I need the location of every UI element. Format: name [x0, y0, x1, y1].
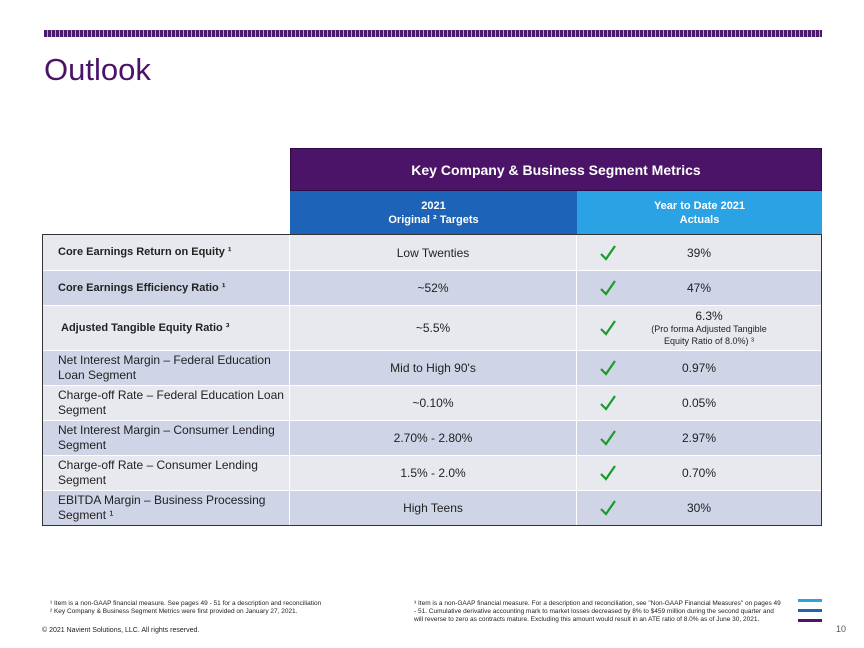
page-title: Outlook — [44, 52, 151, 87]
metric-name: Charge-off Rate – Consumer Lending Segme… — [43, 456, 290, 490]
table-header: Key Company & Business Segment Metrics — [290, 148, 822, 191]
target-value: Mid to High 90's — [290, 351, 577, 385]
table-row: Net Interest Margin – Federal Education … — [43, 350, 821, 385]
actual-cell: 30% — [577, 491, 821, 525]
actual-value: 39% — [686, 245, 712, 260]
actual-note: (Pro forma Adjusted Tangible Equity Rati… — [651, 324, 767, 346]
column-header-actuals-label: Actuals — [679, 213, 720, 226]
navient-stripes-icon — [798, 599, 822, 629]
table-row: Core Earnings Efficiency Ratio ¹ ~52% 47… — [43, 270, 821, 305]
column-header-actuals-year: Year to Date 2021 — [653, 199, 746, 212]
checkmark-icon — [600, 360, 616, 376]
column-header-targets: 2021 Original ² Targets — [290, 191, 577, 234]
actual-cell: 6.3% (Pro forma Adjusted Tangible Equity… — [577, 306, 821, 350]
metric-name: Net Interest Margin – Consumer Lending S… — [43, 421, 290, 455]
actual-value: 30% — [686, 501, 712, 515]
actual-cell: 2.97% — [577, 421, 821, 455]
actual-value: 0.70% — [681, 466, 717, 480]
actual-value: 0.97% — [681, 361, 717, 375]
footnote-1: ¹ Item is a non-GAAP financial measure. … — [50, 600, 322, 607]
column-header-targets-year: 2021 — [421, 199, 446, 212]
target-value: ~0.10% — [290, 386, 577, 420]
copyright-text: © 2021 Navient Solutions, LLC. All right… — [42, 627, 200, 634]
metric-name: EBITDA Margin – Business Processing Segm… — [43, 491, 290, 525]
column-header-actuals: Year to Date 2021 Actuals — [577, 191, 822, 234]
table-row: Charge-off Rate – Federal Education Loan… — [43, 385, 821, 420]
table-row: Net Interest Margin – Consumer Lending S… — [43, 420, 821, 455]
checkmark-icon — [600, 430, 616, 446]
metrics-table: Key Company & Business Segment Metrics 2… — [42, 148, 822, 530]
target-value: High Teens — [290, 491, 577, 525]
table-row: Charge-off Rate – Consumer Lending Segme… — [43, 455, 821, 490]
table-row: EBITDA Margin – Business Processing Segm… — [43, 490, 821, 525]
column-header-targets-label: Original ² Targets — [388, 213, 479, 226]
metric-name: Net Interest Margin – Federal Education … — [43, 351, 290, 385]
checkmark-icon — [600, 395, 616, 411]
metric-name: Core Earnings Return on Equity ¹ — [43, 235, 290, 270]
actual-value: 2.97% — [681, 431, 717, 445]
table-body: Core Earnings Return on Equity ¹ Low Twe… — [42, 234, 822, 526]
checkmark-icon — [600, 465, 616, 481]
checkmark-icon — [600, 280, 616, 296]
actual-cell: 0.70% — [577, 456, 821, 490]
checkmark-icon — [600, 320, 616, 336]
actual-cell: 0.05% — [577, 386, 821, 420]
metric-name: Core Earnings Efficiency Ratio ¹ — [43, 271, 290, 305]
top-decorative-bar — [44, 30, 822, 37]
target-value: Low Twenties — [290, 235, 577, 270]
target-value: ~5.5% — [290, 306, 577, 350]
actual-value: 0.05% — [681, 396, 717, 410]
actual-cell: 0.97% — [577, 351, 821, 385]
actual-value: 47% — [686, 281, 712, 295]
footnote-2: ² Key Company & Business Segment Metrics… — [50, 608, 298, 615]
target-value: 1.5% - 2.0% — [290, 456, 577, 490]
footnote-3: ³ Item is a non-GAAP financial measure. … — [414, 600, 781, 623]
metric-name: Adjusted Tangible Equity Ratio ³ — [43, 306, 290, 350]
actual-value: 6.3% — [695, 309, 723, 323]
page-number: 10 — [836, 624, 847, 634]
checkmark-icon — [600, 244, 616, 261]
table-row: Adjusted Tangible Equity Ratio ³ ~5.5% 6… — [43, 305, 821, 350]
actual-cell: 39% — [577, 235, 821, 270]
metric-name: Charge-off Rate – Federal Education Loan… — [43, 386, 290, 420]
target-value: 2.70% - 2.80% — [290, 421, 577, 455]
checkmark-icon — [600, 500, 616, 516]
table-row: Core Earnings Return on Equity ¹ Low Twe… — [43, 235, 821, 270]
target-value: ~52% — [290, 271, 577, 305]
actual-cell: 47% — [577, 271, 821, 305]
